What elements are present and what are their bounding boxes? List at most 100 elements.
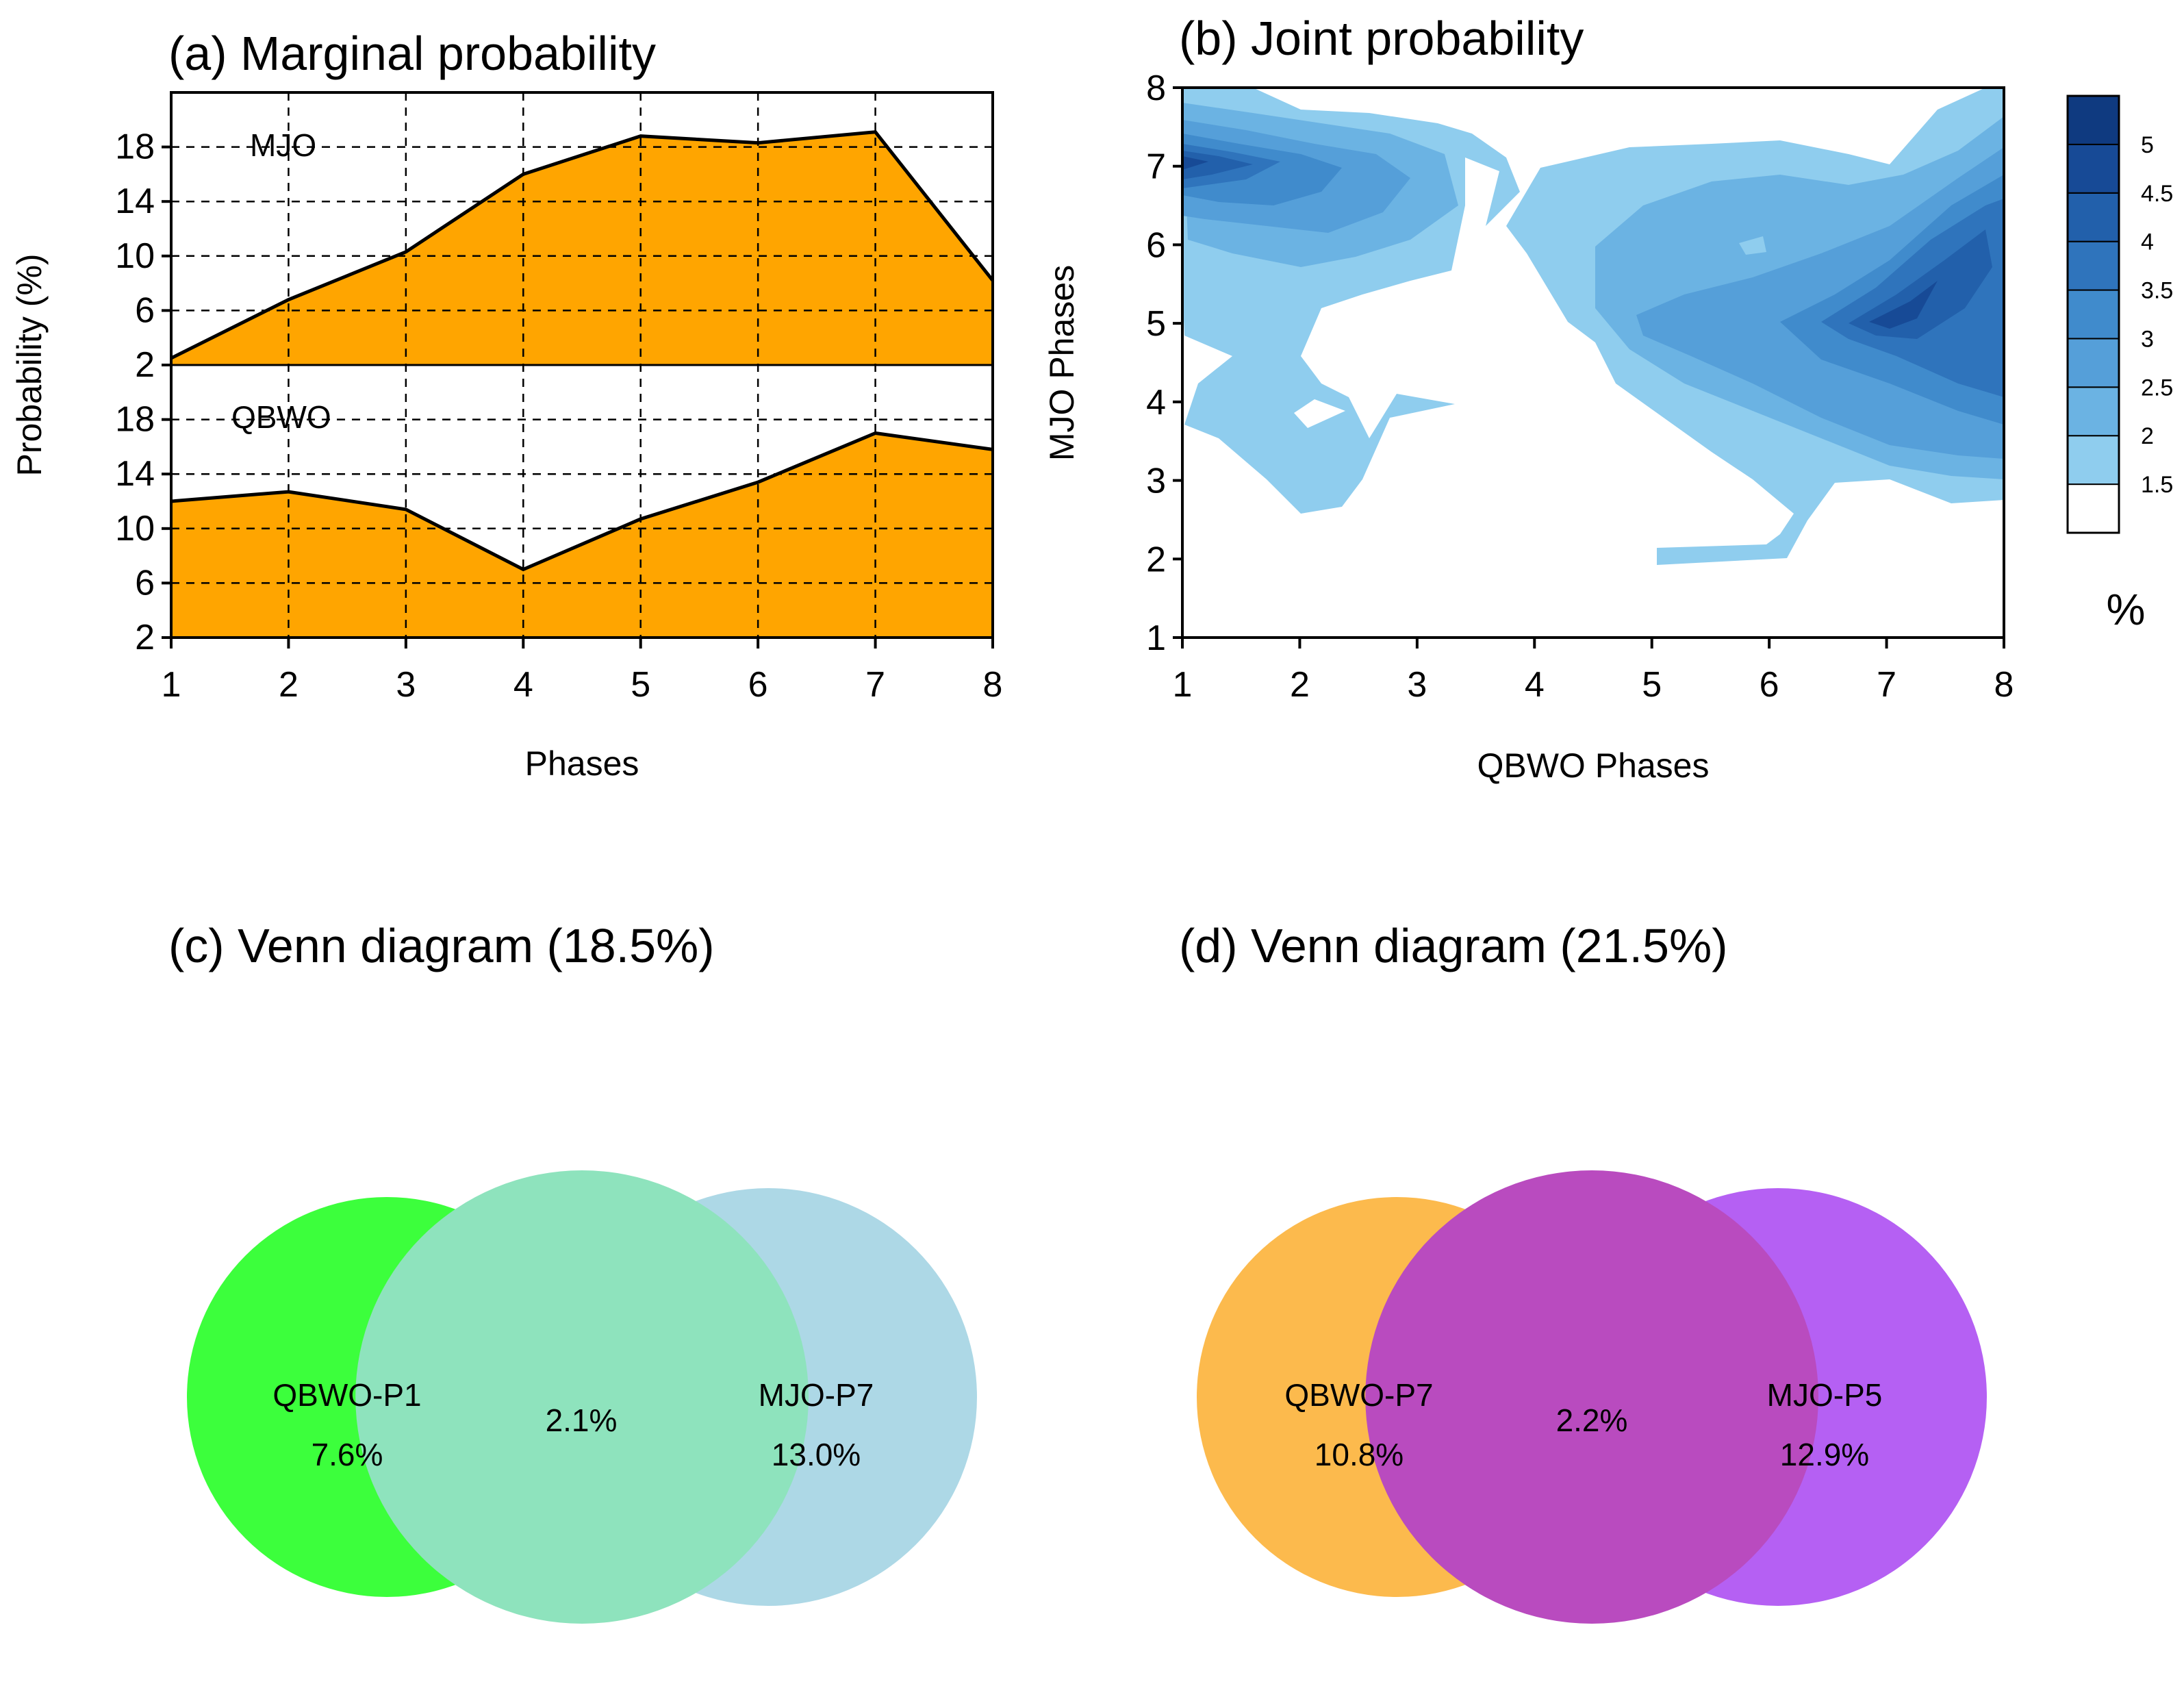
b-ytick-label-8: 8	[1146, 68, 1166, 108]
b-xtick-label-1: 1	[1173, 665, 1193, 705]
venn-d-label-right: MJO-P5	[1767, 1377, 1883, 1413]
panel-d-title: (d) Venn diagram (21.5%)	[1179, 919, 1728, 972]
point-mjo-6	[757, 142, 759, 144]
b-xtick-label-2: 2	[1290, 665, 1310, 705]
panel-b-xlabel: QBWO Phases	[1477, 746, 1710, 785]
colorbar-swatch-2	[2067, 386, 2120, 437]
colorbar-swatch-6	[2067, 192, 2120, 242]
point-mjo-3	[405, 251, 407, 253]
panel-b-title: (b) Joint probability	[1179, 12, 1584, 65]
point-mjo-4	[522, 173, 524, 175]
point-qbwo-5	[639, 518, 642, 520]
b-xtick-label-6: 6	[1760, 665, 1779, 705]
point-mjo-5	[639, 135, 642, 137]
panel-a-series-lines	[170, 130, 994, 572]
panel-a-xlabel: Phases	[525, 744, 639, 783]
panel-a-ylabel: Probability (%)	[10, 253, 49, 476]
ytick-label-qbwo-14: 14	[115, 454, 155, 494]
venn-d-label-left: QBWO-P7	[1284, 1377, 1433, 1413]
colorbar-label-5: 5	[2141, 132, 2154, 158]
b-xtick-label-4: 4	[1525, 665, 1545, 705]
colorbar-label-3.5: 3.5	[2141, 278, 2173, 304]
contour-level-4-5-upper-left	[1182, 156, 1208, 170]
panel-a-area-fills	[171, 131, 993, 638]
panel-b-ticks: 1 2 3 4 5 6 7 8 1 2 3 4 5 6 7 8	[1146, 68, 2014, 705]
panel-a: (a) Marginal probability 226610101414181…	[10, 27, 1002, 783]
point-mjo-2	[288, 299, 290, 301]
xtick-label-4: 4	[513, 665, 533, 705]
b-ytick-label-7: 7	[1146, 147, 1166, 187]
xtick-label-7: 7	[865, 665, 885, 705]
xtick-label-6: 6	[748, 665, 768, 705]
series-label-qbwo: QBWO	[231, 399, 331, 435]
colorbar-label-1.5: 1.5	[2141, 472, 2173, 498]
series-line-qbwo	[170, 431, 993, 572]
contour-level-4-5-right	[1869, 281, 1938, 329]
colorbar-swatch-3	[2067, 338, 2120, 388]
series-line-mjo	[170, 130, 994, 360]
colorbar-label-2.5: 2.5	[2141, 375, 2173, 401]
b-ytick-label-3: 3	[1146, 462, 1166, 501]
venn-d-value-left: 10.8%	[1315, 1437, 1404, 1472]
panel-b-frame	[1181, 86, 2005, 639]
series-label-mjo: MJO	[250, 127, 316, 163]
b-xtick-label-8: 8	[1994, 665, 2014, 705]
venn-d-intersection	[1365, 1170, 1818, 1624]
colorbar-label-3: 3	[2141, 326, 2154, 352]
xtick-label-2: 2	[279, 665, 299, 705]
b-ytick-label-2: 2	[1146, 540, 1166, 579]
ytick-label-mjo-6: 6	[135, 290, 155, 330]
b-xtick-label-7: 7	[1877, 665, 1896, 705]
area-fill-mjo	[171, 131, 993, 365]
contour-field	[1182, 88, 2004, 565]
b-ytick-label-4: 4	[1146, 383, 1166, 423]
contour-hole-right	[1739, 236, 1766, 255]
colorbar-label-4.5: 4.5	[2141, 181, 2173, 207]
b-ytick-label-6: 6	[1146, 225, 1166, 265]
panel-d: (d) Venn diagram (21.5%) QBWO-P7 10.8% 2…	[1179, 919, 1987, 1624]
venn-d-value-right: 12.9%	[1780, 1437, 1869, 1472]
point-qbwo-2	[288, 491, 290, 493]
point-qbwo-6	[757, 481, 759, 483]
ytick-label-qbwo-18: 18	[115, 400, 155, 440]
ytick-label-mjo-14: 14	[115, 181, 155, 221]
venn-c-label-left: QBWO-P1	[272, 1377, 421, 1413]
venn-c-intersection	[355, 1170, 809, 1624]
colorbar-swatch-8	[2067, 95, 2120, 145]
venn-d-value-intersection: 2.2%	[1556, 1402, 1628, 1438]
colorbar: 1.5 2 2.5 3 3.5 4 4.5 5	[2066, 95, 2173, 534]
point-qbwo-4	[522, 568, 524, 570]
colorbar-unit: %	[2107, 585, 2146, 634]
panel-c-title: (c) Venn diagram (18.5%)	[168, 919, 715, 972]
colorbar-swatch-4	[2067, 289, 2120, 340]
ytick-label-mjo-10: 10	[115, 236, 155, 276]
xtick-label-8: 8	[983, 665, 1003, 705]
b-xtick-label-3: 3	[1407, 665, 1427, 705]
point-qbwo-3	[405, 508, 407, 510]
colorbar-frame	[2066, 95, 2120, 534]
panel-b-ylabel: MJO Phases	[1043, 265, 1081, 461]
point-mjo-7	[874, 131, 876, 133]
venn-c-value-right: 13.0%	[772, 1437, 861, 1472]
xtick-label-3: 3	[396, 665, 416, 705]
ytick-label-mjo-2: 2	[135, 345, 155, 385]
panel-a-title: (a) Marginal probability	[168, 27, 656, 80]
b-xtick-label-5: 5	[1642, 665, 1662, 705]
ytick-label-qbwo-6: 6	[135, 563, 155, 603]
colorbar-label-2: 2	[2141, 423, 2154, 449]
b-ytick-label-5: 5	[1146, 304, 1166, 344]
venn-c-label-right: MJO-P7	[759, 1377, 874, 1413]
panel-a-frame	[170, 91, 994, 639]
colorbar-swatch-5	[2067, 240, 2120, 291]
colorbar-swatch-7	[2067, 143, 2120, 194]
venn-c-value-left: 7.6%	[312, 1437, 383, 1472]
b-ytick-label-1: 1	[1146, 618, 1166, 658]
panel-b: (b) Joint probability	[1043, 12, 2173, 785]
panel-a-grid	[171, 92, 993, 638]
area-fill-qbwo	[171, 433, 993, 638]
panel-c: (c) Venn diagram (18.5%) QBWO-P1 7.6% 2.…	[168, 919, 977, 1624]
contour-level-4-right	[1849, 229, 1992, 339]
xtick-label-1: 1	[162, 665, 181, 705]
